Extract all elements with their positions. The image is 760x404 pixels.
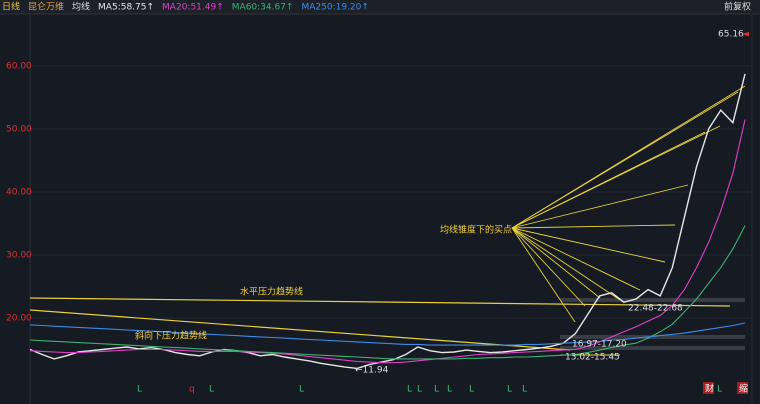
bottom-marker: q xyxy=(189,385,195,395)
bottom-marker: L xyxy=(137,385,142,395)
bottom-marker: L xyxy=(209,385,214,395)
bottom-marker: L xyxy=(417,385,422,395)
header-item: 均线 xyxy=(72,1,90,13)
legend-entry: MA20:51.49↑ xyxy=(162,3,224,13)
trend-line xyxy=(511,227,586,307)
trend-line xyxy=(511,224,676,229)
marker-box xyxy=(737,382,748,394)
legend-entry: MA60:34.67↑ xyxy=(232,3,294,13)
trend-line xyxy=(511,184,689,229)
series-line xyxy=(29,73,746,370)
annotation: ←11.94 xyxy=(355,366,389,376)
trend-line xyxy=(511,227,666,263)
trend-line xyxy=(511,227,601,299)
legend-entry: MA5:58.75↑ xyxy=(98,3,154,13)
marker-box xyxy=(703,382,714,394)
annotation: 斜向下压力趋势线 xyxy=(135,330,207,342)
trend-line xyxy=(511,227,621,301)
trend-line xyxy=(511,85,746,229)
annotation: 65.16 xyxy=(718,30,744,40)
annotation: 水平压力趋势线 xyxy=(240,286,303,298)
y-tick-label: 60.00 xyxy=(6,61,32,71)
trend-line xyxy=(29,309,571,351)
annotation: 均线锥度下的买点 xyxy=(440,224,512,236)
y-tick-label: 20.00 xyxy=(6,313,32,323)
trend-line xyxy=(511,125,721,229)
y-tick-label: 50.00 xyxy=(6,124,32,134)
support-bands xyxy=(560,298,745,350)
bottom-marker: L xyxy=(447,385,452,395)
series-line xyxy=(29,322,746,346)
bottom-marker: L xyxy=(717,385,722,395)
trend-line xyxy=(29,297,731,307)
high-arrow: ◄ xyxy=(742,30,749,40)
y-tick-label: 40.00 xyxy=(6,187,32,197)
trend-line xyxy=(511,227,641,291)
annotation: 22.48-22.68 xyxy=(628,304,683,314)
bottom-marker: L xyxy=(407,385,412,395)
annotation: 16.97-17.20 xyxy=(572,340,627,350)
series-line xyxy=(29,119,746,364)
bottom-marker: L xyxy=(299,385,304,395)
bottom-marker: L xyxy=(507,385,512,395)
header-item: 昆仑万维 xyxy=(28,1,64,13)
bottom-marker: L xyxy=(469,385,474,395)
header-bar xyxy=(0,0,760,14)
series-line xyxy=(29,225,746,360)
y-tick-label: 30.00 xyxy=(6,250,32,260)
bottom-marker: L xyxy=(434,385,439,395)
legend-entry: MA250:19.20↑ xyxy=(301,3,368,13)
header-item: 日线 xyxy=(2,1,20,13)
bottom-marker: 财 xyxy=(705,383,714,395)
bottom-marker: 缩 xyxy=(739,383,748,395)
adjust-label: 前复权 xyxy=(724,1,751,13)
trend-line xyxy=(511,227,576,323)
bottom-marker: L xyxy=(522,385,527,395)
annotation: 13.02-15.45 xyxy=(565,353,620,363)
